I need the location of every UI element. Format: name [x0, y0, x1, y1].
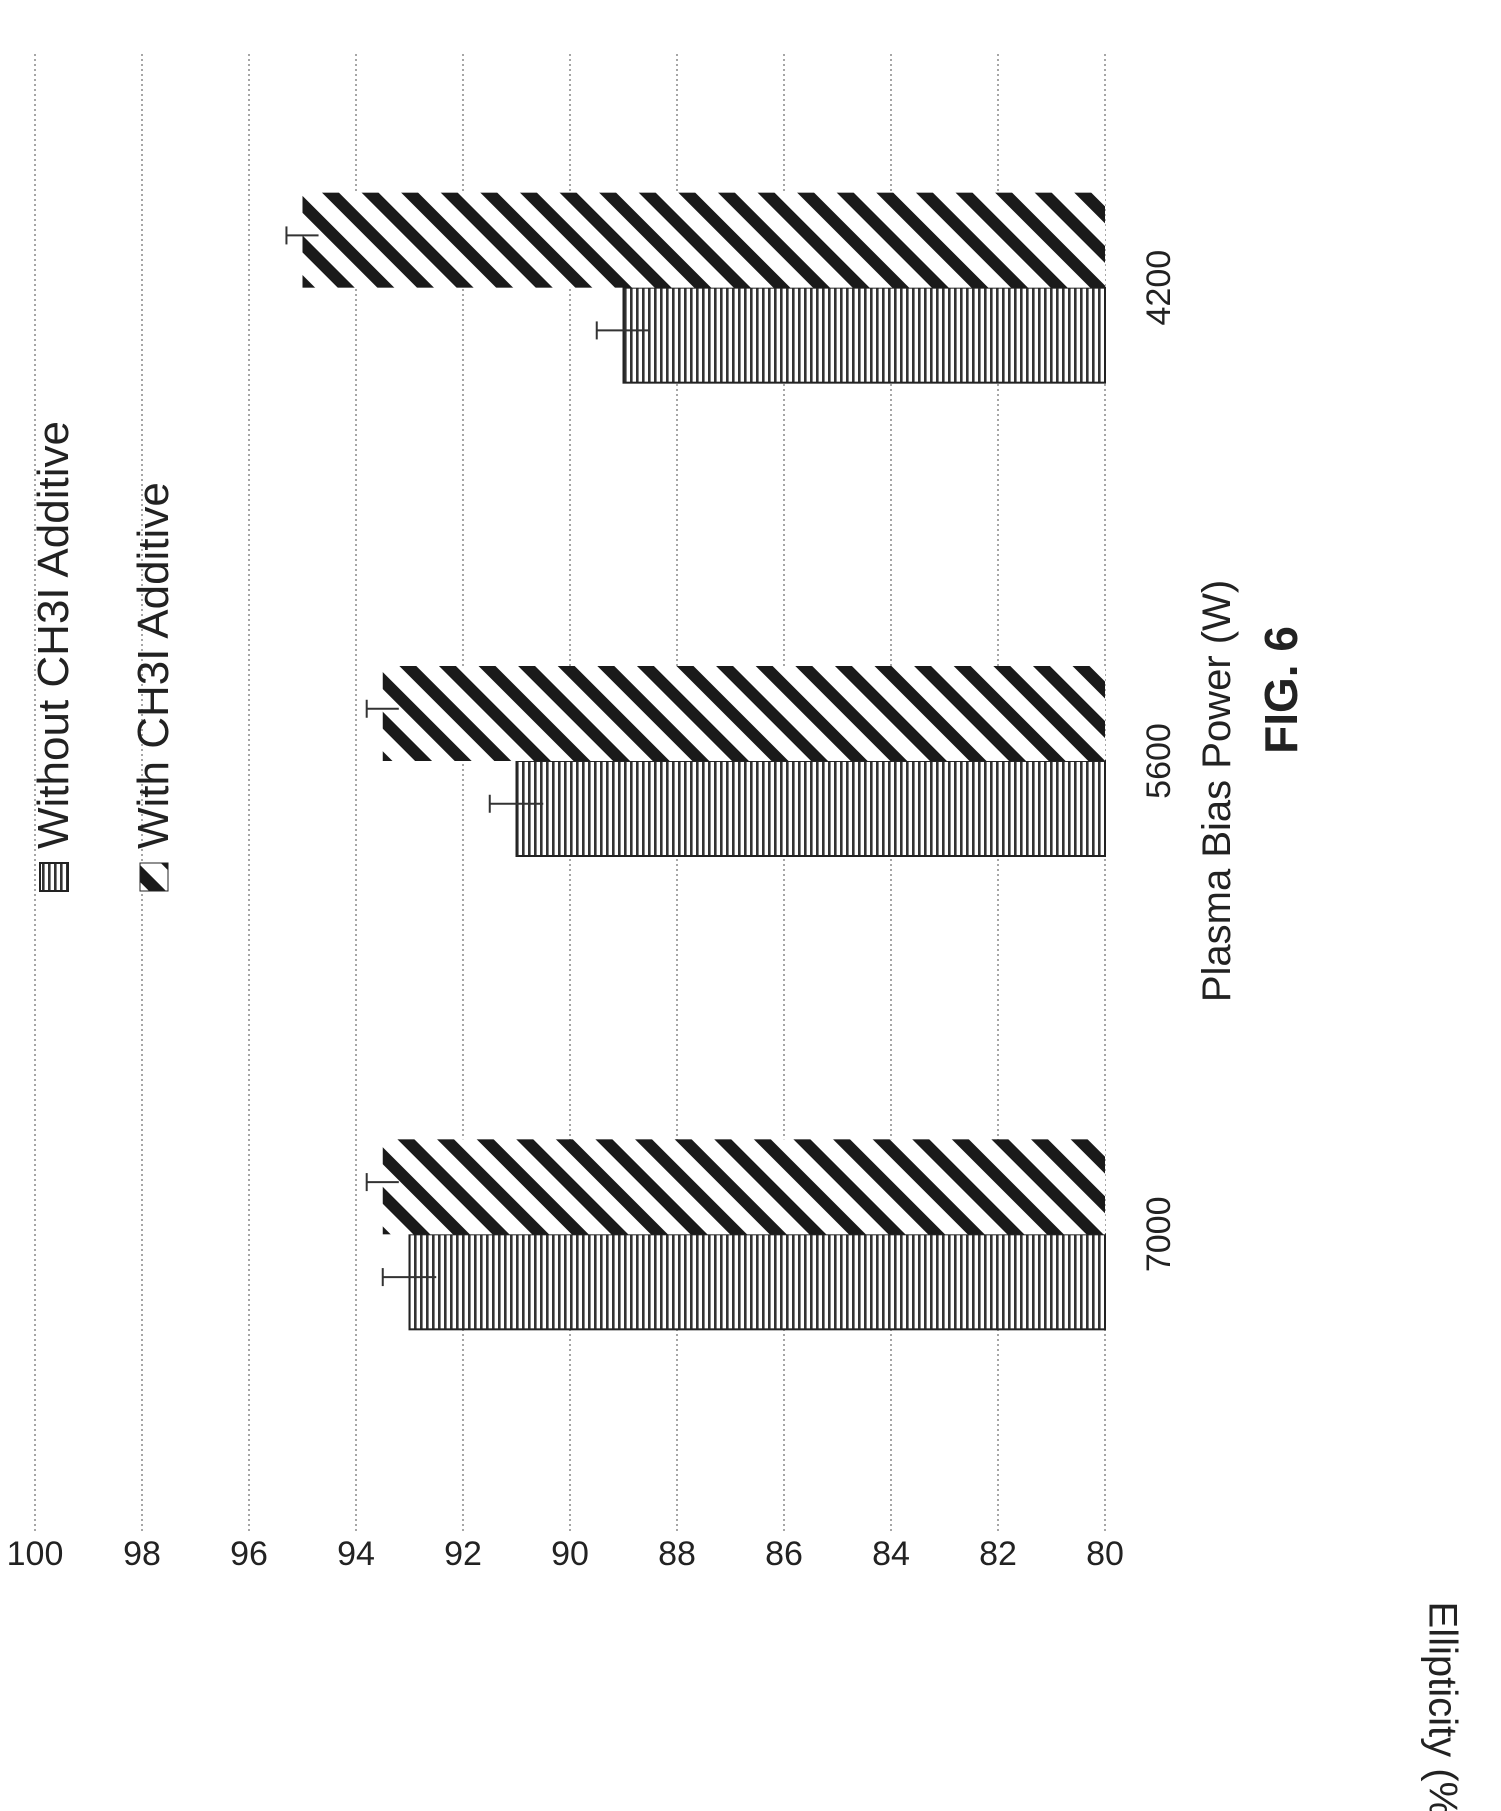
legend-swatch-with [139, 862, 169, 892]
legend-swatch-without [39, 862, 69, 892]
y-tick-label: 92 [444, 1535, 482, 1573]
legend-item-with: With CH3I Additive [129, 482, 178, 892]
y-tick-label: 96 [230, 1535, 268, 1573]
error-bar-with-5600 [365, 699, 399, 718]
y-tick-label: 88 [658, 1535, 696, 1573]
y-tick-label: 100 [7, 1535, 64, 1573]
legend-label-without: Without CH3I Additive [29, 421, 78, 849]
bars [302, 192, 1106, 1331]
y-axis-label: Ellipticity (%) [1420, 1602, 1464, 1811]
legend: Without CH3I Additive With CH3I Additive [29, 421, 178, 892]
error-bar-with-4200 [285, 226, 319, 245]
y-tick-label: 86 [765, 1535, 803, 1573]
error-bar-with-7000 [365, 1173, 399, 1192]
bar-without-7000 [408, 1233, 1106, 1331]
y-tick-label: 94 [337, 1535, 375, 1573]
x-tick-label-7000: 7000 [1140, 1197, 1178, 1273]
bar-with-7000 [382, 1139, 1105, 1235]
y-tick-label: 90 [551, 1535, 589, 1573]
y-tick-label: 84 [872, 1535, 910, 1573]
figure-label: FIG. 6 [1255, 626, 1307, 754]
y-tick-label: 98 [123, 1535, 161, 1573]
legend-item-without: Without CH3I Additive [29, 421, 78, 892]
bar-with-5600 [382, 666, 1105, 761]
legend-label-with: With CH3I Additive [129, 482, 178, 849]
bar-with-4200 [302, 192, 1105, 288]
bar-without-5600 [515, 760, 1106, 857]
y-tick-labels: 80 82 84 86 88 90 92 94 96 98 100 [7, 1535, 1124, 1573]
x-axis-label: Plasma Bias Power (W) [1195, 580, 1239, 1002]
x-tick-label-5600: 5600 [1140, 723, 1178, 799]
y-tick-label: 80 [1086, 1535, 1124, 1573]
y-tick-label: 82 [979, 1535, 1017, 1573]
error-bar-without-4200 [595, 321, 651, 340]
x-tick-label-4200: 4200 [1140, 250, 1178, 326]
error-bars [285, 226, 651, 1287]
error-bar-without-5600 [488, 794, 544, 813]
error-bar-without-7000 [381, 1268, 437, 1287]
x-tick-labels: 7000 5600 4200 [1140, 250, 1178, 1272]
bar-without-4200 [622, 286, 1106, 384]
